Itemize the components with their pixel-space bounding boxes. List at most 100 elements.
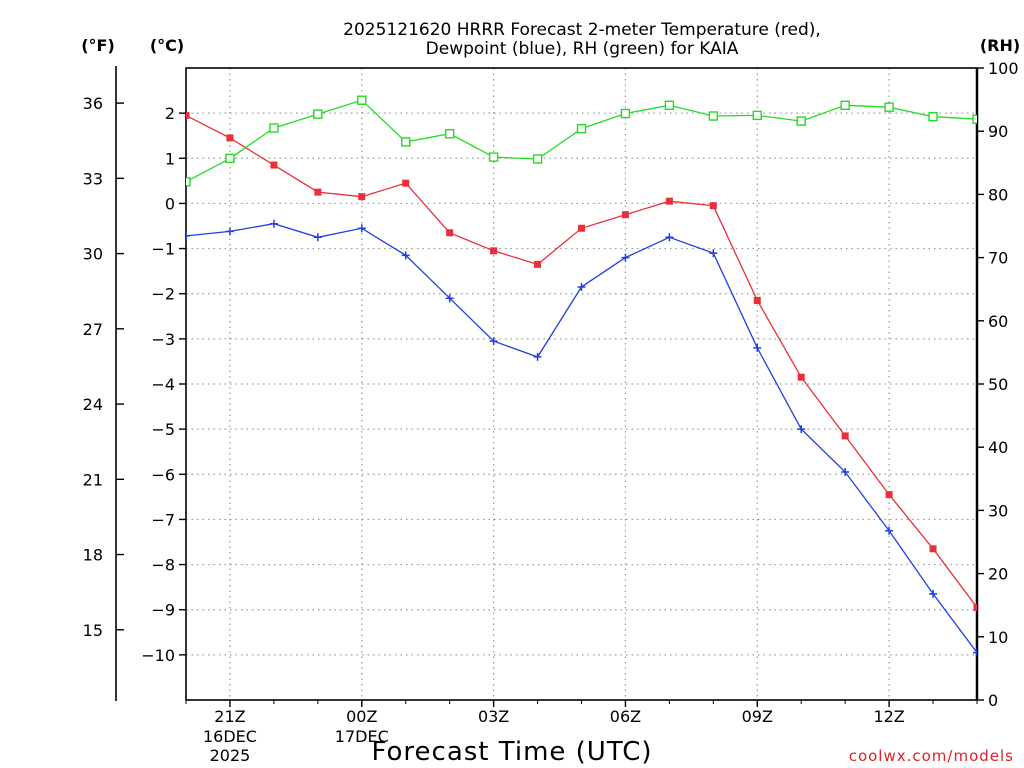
temperature-point	[314, 188, 322, 196]
rh-tick-label: 70	[988, 249, 1008, 268]
temperature-point	[841, 432, 849, 440]
celsius-tick-label: −7	[151, 510, 175, 529]
fahrenheit-tick-label: 27	[83, 320, 103, 339]
rh-point	[928, 111, 938, 122]
credit-link[interactable]: coolwx.com/models	[849, 747, 1014, 765]
dewpoint-point	[489, 337, 498, 346]
dewpoint-point	[885, 526, 894, 535]
dewpoint-point	[929, 589, 938, 598]
rh-point	[488, 152, 499, 162]
fahrenheit-unit: (°F)	[81, 36, 115, 55]
rh-line	[186, 99, 977, 183]
dewpoint-point	[577, 282, 586, 291]
rh-point	[752, 110, 762, 121]
dewpoint-point	[709, 249, 718, 258]
rh-tick-label: 20	[988, 565, 1008, 584]
rh-point	[532, 154, 543, 164]
x-tick-date: 16DEC	[203, 727, 257, 746]
celsius-tick-label: −1	[151, 240, 175, 259]
title-line: 2025121620 HRRR Forecast 2-meter Tempera…	[343, 20, 821, 40]
dewpoint-point	[445, 294, 454, 303]
chart-title: 2025121620 HRRR Forecast 2-meter Tempera…	[343, 20, 821, 59]
temperature-point	[534, 260, 542, 268]
dewpoint-point	[753, 343, 762, 352]
dewpoint-point	[797, 425, 806, 434]
dewpoint-point	[313, 233, 322, 242]
temperature-point	[709, 202, 717, 210]
rh-tick-label: 60	[988, 312, 1008, 331]
celsius-tick-label: −2	[151, 285, 175, 304]
dewpoint-point	[665, 233, 674, 242]
temperature-point	[402, 179, 410, 187]
temperature-point	[358, 193, 366, 201]
rh-point	[620, 108, 631, 119]
fahrenheit-tick-label: 33	[83, 169, 103, 188]
dewpoint-point	[186, 231, 190, 240]
dewpoint-point	[401, 251, 410, 260]
dewpoint-point	[621, 253, 630, 262]
temperature-point	[665, 197, 673, 205]
rh-tick-label: 100	[988, 59, 1019, 78]
temperature-point	[270, 161, 278, 169]
rh-point	[444, 129, 455, 139]
temperature-point	[578, 224, 585, 232]
x-tick-label: 12Z	[873, 707, 904, 726]
rh-point	[269, 123, 279, 133]
temperature-point	[885, 491, 893, 499]
x-tick-year: 2025	[210, 746, 251, 765]
fahrenheit-tick-label: 24	[83, 395, 103, 414]
rh-point	[313, 109, 323, 119]
rh-tick-label: 10	[988, 628, 1008, 647]
axis-units: (°F) (°C) (RH)	[81, 36, 1020, 55]
rh-point	[401, 137, 411, 147]
dewpoint-point	[269, 219, 278, 228]
rh-point	[972, 114, 977, 124]
series-lines	[186, 95, 977, 657]
rh-unit: (RH)	[980, 36, 1020, 55]
celsius-tick-label: −9	[151, 601, 175, 620]
x-axis-label: Forecast Time (UTC)	[371, 737, 652, 767]
rh-point	[840, 100, 850, 110]
fahrenheit-tick-label: 30	[83, 245, 103, 264]
temperature-point	[186, 111, 190, 119]
x-tick-date: 17DEC	[335, 727, 389, 746]
rh-point	[186, 177, 191, 187]
x-tick-label: 03Z	[478, 707, 509, 726]
rh-point	[664, 100, 675, 110]
rh-tick-label: 40	[988, 438, 1008, 457]
rh-point	[357, 95, 367, 105]
grid-lines	[186, 68, 977, 700]
x-tick-label: 09Z	[742, 707, 773, 726]
rh-tick-label: 30	[988, 501, 1008, 520]
temperature-point	[621, 211, 629, 219]
celsius-tick-label: 1	[165, 149, 175, 168]
celsius-tick-label: −5	[151, 420, 175, 439]
celsius-tick-label: −8	[151, 556, 175, 575]
rh-point	[225, 153, 235, 164]
rh-tick-label: 50	[988, 375, 1008, 394]
celsius-tick-label: 0	[165, 194, 175, 213]
rh-point	[884, 102, 894, 112]
celsius-tick-label: −4	[151, 375, 175, 394]
x-tick-label: 06Z	[610, 707, 641, 726]
celsius-tick-label: 2	[165, 104, 175, 123]
temperature-point	[797, 373, 805, 381]
rh-point	[576, 123, 587, 134]
x-tick-label: 21Z	[214, 707, 245, 726]
title-line: Dewpoint (blue), RH (green) for KAIA	[426, 39, 739, 59]
temperature-point	[929, 545, 937, 553]
temperature-point	[446, 229, 454, 237]
celsius-tick-label: −3	[151, 330, 175, 349]
dewpoint-point	[357, 224, 366, 233]
dewpoint-point	[973, 648, 977, 657]
rh-tick-label: 0	[988, 691, 998, 710]
temperature-point	[973, 603, 977, 611]
rh-tick-label: 90	[988, 122, 1008, 141]
rh-tick-label: 80	[988, 185, 1008, 204]
dewpoint-point	[225, 227, 234, 236]
temperature-point	[226, 134, 234, 142]
axes	[115, 66, 979, 701]
dewpoint-point	[533, 352, 542, 361]
temperature-point	[490, 247, 498, 255]
